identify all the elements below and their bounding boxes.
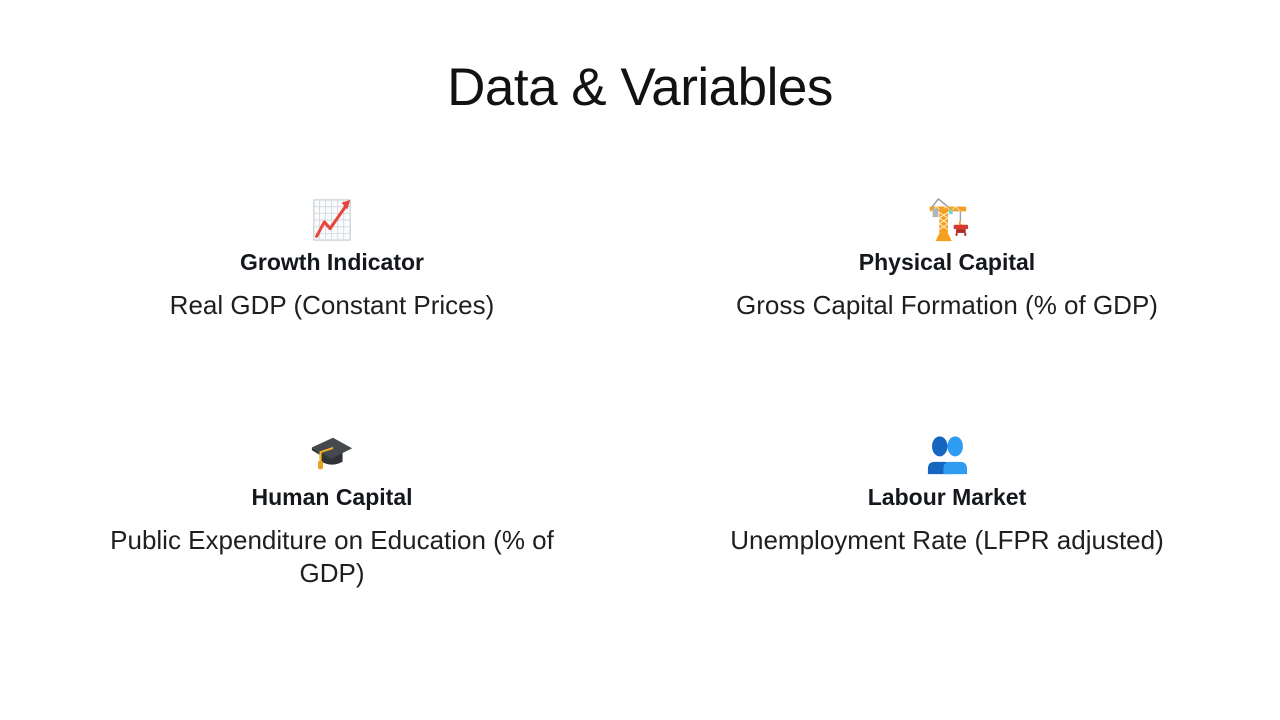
card-physical-capital: Physical Capital Gross Capital Formation…	[697, 197, 1197, 322]
card-description: Public Expenditure on Education (% of GD…	[110, 524, 554, 588]
card-growth-indicator: Growth Indicator Real GDP (Constant Pric…	[82, 197, 582, 322]
card-heading: Labour Market	[867, 484, 1027, 510]
card-labour-market: Labour Market Unemployment Rate (LFPR ad…	[697, 432, 1197, 557]
people-icon	[925, 432, 969, 478]
line-chart-icon	[309, 197, 355, 243]
card-description: Real GDP (Constant Prices)	[169, 289, 495, 320]
card-heading: Growth Indicator	[240, 249, 424, 275]
card-heading: Human Capital	[251, 484, 413, 510]
card-heading: Physical Capital	[858, 249, 1036, 275]
card-description: Gross Capital Formation (% of GDP)	[736, 289, 1158, 320]
card-description: Unemployment Rate (LFPR adjusted)	[730, 524, 1164, 555]
slide-title: Data & Variables	[447, 58, 833, 117]
crane-icon	[924, 197, 970, 243]
card-human-capital: Human Capital Public Expenditure on Educ…	[82, 432, 582, 590]
graduation-cap-icon	[309, 432, 355, 478]
